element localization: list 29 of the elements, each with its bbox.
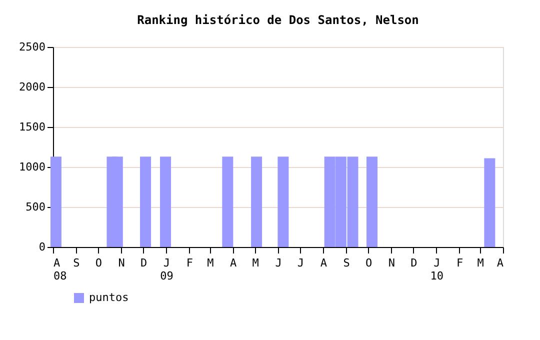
x-tick-label: J [297,256,304,270]
x-tick-label: S [343,256,350,270]
x-tick-label: D [140,256,148,270]
x-tick-label: F [186,256,193,270]
x-tick-label: A 08 [54,256,67,282]
y-tick-label: 1500 [19,120,46,134]
chart-title: Ranking histórico de Dos Santos, Nelson [137,13,419,27]
x-tick-label: J 10 [430,256,444,282]
x-tick-label: D [410,256,418,270]
x-tick-label: M [252,256,260,270]
legend-label: puntos [89,291,129,304]
x-tick-label: N [118,256,125,270]
x-tick-label: O [95,256,102,270]
y-tick-label: 1000 [19,160,46,174]
x-tick-label: M [207,256,214,270]
x-tick-label: S [73,256,80,270]
x-tick-label: A [320,256,328,270]
x-tick-label: A [230,256,238,270]
y-tick-label: 500 [26,200,46,214]
x-tick-label: A [496,256,504,270]
x-tick-label: N [388,256,396,270]
y-tick-label: 2000 [19,80,46,94]
x-tick-label: O [365,256,372,270]
y-tick-label: 0 [38,240,46,254]
y-tick-label: 2500 [19,40,46,54]
x-tick-label: F [456,256,464,270]
x-tick-label: J [275,256,282,270]
x-tick-label: J 09 [160,256,174,282]
x-tick-label: M [477,256,484,270]
